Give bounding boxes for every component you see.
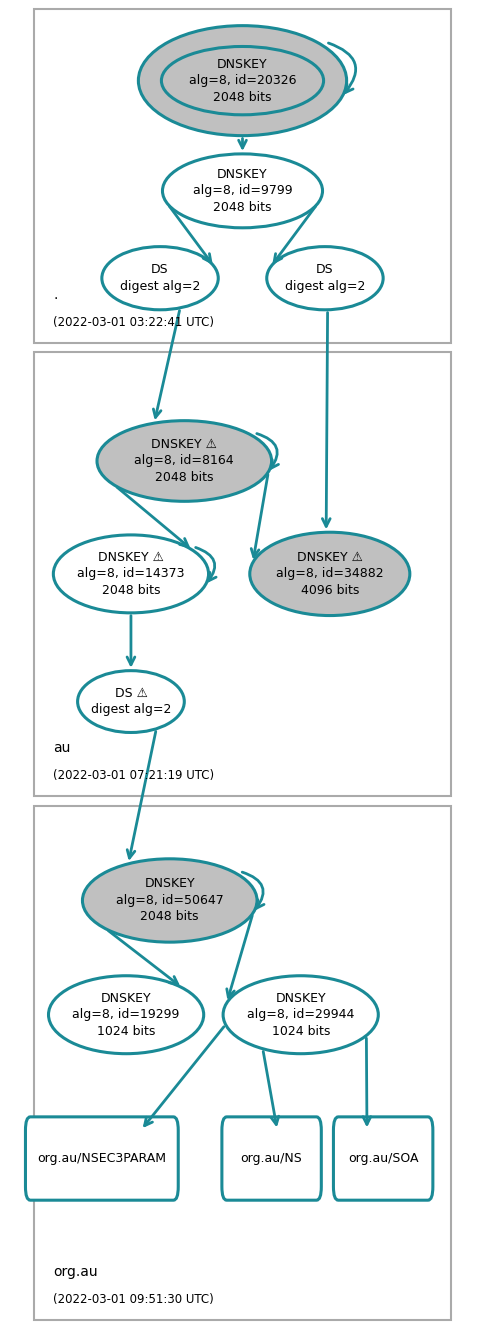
Text: au: au bbox=[53, 742, 71, 755]
Text: DNSKEY
alg=8, id=29944
1024 bits: DNSKEY alg=8, id=29944 1024 bits bbox=[246, 992, 354, 1038]
Ellipse shape bbox=[53, 535, 208, 613]
Text: DNSKEY ⚠
alg=8, id=14373
2048 bits: DNSKEY ⚠ alg=8, id=14373 2048 bits bbox=[77, 551, 184, 597]
FancyBboxPatch shape bbox=[34, 806, 450, 1320]
Text: DNSKEY
alg=8, id=19299
1024 bits: DNSKEY alg=8, id=19299 1024 bits bbox=[72, 992, 180, 1038]
Text: org.au/NSEC3PARAM: org.au/NSEC3PARAM bbox=[37, 1152, 166, 1165]
FancyBboxPatch shape bbox=[34, 352, 450, 796]
Ellipse shape bbox=[77, 671, 184, 732]
FancyArrowPatch shape bbox=[256, 434, 278, 468]
FancyBboxPatch shape bbox=[25, 1117, 178, 1200]
Text: DS
digest alg=2: DS digest alg=2 bbox=[120, 263, 200, 293]
FancyBboxPatch shape bbox=[333, 1117, 432, 1200]
Text: DNSKEY
alg=8, id=50647
2048 bits: DNSKEY alg=8, id=50647 2048 bits bbox=[116, 878, 223, 923]
Ellipse shape bbox=[161, 47, 323, 114]
Text: DNSKEY ⚠
alg=8, id=34882
4096 bits: DNSKEY ⚠ alg=8, id=34882 4096 bits bbox=[275, 551, 383, 597]
Ellipse shape bbox=[249, 532, 409, 616]
FancyArrowPatch shape bbox=[328, 43, 355, 93]
FancyBboxPatch shape bbox=[34, 9, 450, 343]
Ellipse shape bbox=[82, 859, 257, 942]
FancyArrowPatch shape bbox=[195, 547, 216, 581]
Text: org.au/NS: org.au/NS bbox=[240, 1152, 302, 1165]
Text: DNSKEY
alg=8, id=9799
2048 bits: DNSKEY alg=8, id=9799 2048 bits bbox=[192, 168, 292, 214]
Text: DS
digest alg=2: DS digest alg=2 bbox=[284, 263, 364, 293]
Text: (2022-03-01 07:21:19 UTC): (2022-03-01 07:21:19 UTC) bbox=[53, 769, 214, 782]
Text: org.au: org.au bbox=[53, 1266, 98, 1279]
Ellipse shape bbox=[138, 26, 346, 136]
Text: DNSKEY ⚠
alg=8, id=8164
2048 bits: DNSKEY ⚠ alg=8, id=8164 2048 bits bbox=[134, 438, 234, 484]
Text: org.au/SOA: org.au/SOA bbox=[347, 1152, 418, 1165]
Ellipse shape bbox=[48, 976, 203, 1054]
Ellipse shape bbox=[162, 153, 322, 228]
FancyArrowPatch shape bbox=[242, 872, 263, 909]
Ellipse shape bbox=[223, 976, 378, 1054]
FancyBboxPatch shape bbox=[221, 1117, 320, 1200]
Text: DNSKEY
alg=8, id=20326
2048 bits: DNSKEY alg=8, id=20326 2048 bits bbox=[188, 58, 296, 103]
Ellipse shape bbox=[266, 246, 382, 309]
Text: (2022-03-01 09:51:30 UTC): (2022-03-01 09:51:30 UTC) bbox=[53, 1293, 213, 1306]
Ellipse shape bbox=[97, 421, 271, 501]
Text: DS ⚠
digest alg=2: DS ⚠ digest alg=2 bbox=[91, 687, 171, 716]
Ellipse shape bbox=[102, 246, 218, 309]
Text: .: . bbox=[53, 289, 58, 302]
Text: (2022-03-01 03:22:41 UTC): (2022-03-01 03:22:41 UTC) bbox=[53, 316, 214, 329]
